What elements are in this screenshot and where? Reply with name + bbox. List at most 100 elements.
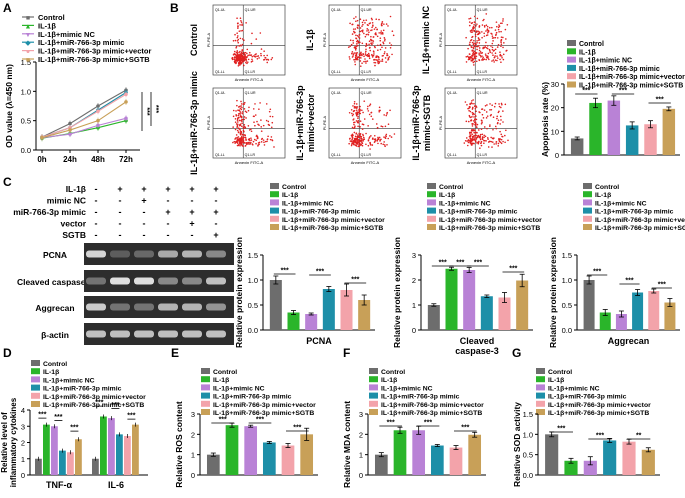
flow-dot [484, 45, 487, 47]
flow-dot [241, 135, 243, 138]
flow-dot [255, 135, 258, 137]
flow-dot [236, 36, 239, 39]
flow-dot [358, 145, 360, 147]
flow-dot [494, 59, 497, 61]
flow-dot [240, 30, 242, 32]
sig-label: *** [351, 277, 359, 284]
flow-dot [483, 139, 485, 142]
quadrant-label: Q1-UR [245, 91, 256, 95]
flow-dot [240, 137, 243, 140]
flow-dot [478, 49, 481, 52]
flow-dot [384, 125, 387, 128]
flow-dot [495, 141, 498, 143]
flow-dot [247, 54, 249, 57]
quadrant-label: Q1-LR [361, 153, 372, 157]
flow-dot [495, 33, 497, 36]
legend-label: IL-1β+miR-766-3p mimic [595, 209, 674, 216]
legend-label: IL-1β+mimic NC [381, 385, 433, 392]
bar-d-0-1 [43, 424, 50, 475]
flow-dot [474, 26, 476, 29]
quadrant-label: Q1-LL [447, 153, 457, 157]
bar-d-1-5 [132, 424, 139, 475]
flow-dot [385, 23, 388, 25]
flow-dot [475, 60, 478, 63]
y-tick-label: 3 [359, 410, 363, 419]
bar-G-1 [564, 460, 578, 475]
blot-band [182, 303, 202, 311]
flow-dot [365, 62, 367, 64]
flow-dot [236, 99, 238, 102]
flow-dot [492, 40, 494, 42]
flow-dot [483, 109, 486, 111]
flow-dot [378, 62, 381, 64]
flow-dot [477, 37, 480, 39]
flow-dot [474, 57, 477, 59]
flow-dot [236, 53, 239, 56]
x-axis-label: Aggrecan [608, 336, 650, 346]
flow-dot [347, 46, 350, 48]
flow-dot [375, 18, 378, 21]
flow-dot [348, 111, 351, 114]
flow-dot [500, 41, 502, 44]
flow-dot [234, 53, 237, 56]
flow-dot [240, 115, 242, 118]
flow-dot [355, 120, 358, 122]
flow-dot [475, 131, 477, 134]
blot-sign: + [165, 207, 170, 217]
flow-dot [366, 53, 369, 56]
flow-dot [489, 51, 492, 54]
quadrant-label: Q1-LR [477, 153, 488, 157]
flow-dot [234, 121, 237, 123]
flow-label: mimic+SGTB [422, 94, 432, 151]
flow-dot [356, 26, 359, 29]
y-tick-label: 1.0 [21, 87, 31, 96]
blot-sign: - [191, 230, 194, 240]
flow-dot [240, 103, 243, 105]
flow-dot [237, 35, 239, 37]
flow-dot [350, 43, 353, 46]
legend-swatch [536, 409, 545, 415]
flow-dot [237, 64, 240, 67]
y-tick-label: 1.0 [248, 276, 258, 285]
flow-dot [251, 60, 254, 62]
flow-dot [234, 61, 236, 64]
flow-dot [262, 139, 265, 141]
bar-C-PCNA-3 [322, 289, 335, 330]
flow-dot [366, 28, 369, 30]
flow-dot [235, 123, 238, 125]
flow-x-axis: Annexin FITC-A [235, 160, 264, 165]
flow-dot [495, 143, 497, 145]
flow-dot [235, 55, 238, 57]
flow-dot [383, 23, 385, 25]
flow-dot [372, 24, 374, 27]
flow-plot-0: Q1-UL Q1-UR Q1-LL Q1-LR Annexin FITC-A PI-PE-… [189, 4, 286, 82]
flow-dot [239, 129, 242, 131]
y-axis-label: Apoptosis rate (%) [540, 82, 550, 157]
flow-dot [499, 115, 502, 118]
flow-dot [494, 52, 497, 55]
legend-marker: ● [26, 49, 30, 56]
flow-dot [356, 106, 359, 108]
flow-dot [374, 138, 377, 140]
legend-swatch [201, 400, 210, 407]
data-point [68, 128, 72, 132]
y-tick-label: 1 [359, 451, 363, 460]
flow-dot [352, 53, 355, 56]
flow-dot [490, 45, 492, 47]
flow-dot [357, 125, 359, 128]
flow-dot [349, 45, 351, 47]
flow-dot [481, 57, 484, 60]
flow-dot [474, 42, 477, 45]
band-label: Cleaved caspase-3 [17, 277, 93, 287]
blot-sign: + [141, 196, 146, 206]
flow-dot [368, 113, 371, 116]
flow-dot [390, 136, 393, 138]
flow-dot [386, 54, 388, 57]
flow-dot [353, 109, 356, 112]
flow-dot [382, 41, 384, 44]
flow-dot [475, 134, 477, 137]
flow-dot [392, 34, 395, 37]
bar-d-0-0 [35, 458, 42, 475]
legend-label: IL-1β [282, 192, 298, 199]
flow-dot [386, 53, 388, 55]
